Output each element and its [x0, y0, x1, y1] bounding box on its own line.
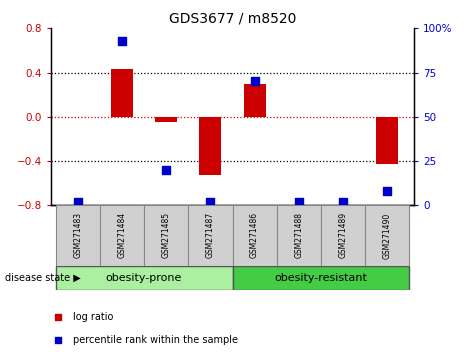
Point	[251, 79, 259, 84]
Bar	[188, 205, 232, 266]
Bar	[277, 205, 321, 266]
Bar	[232, 266, 409, 290]
Bar	[155, 117, 177, 122]
Bar	[376, 117, 399, 164]
Bar	[365, 205, 409, 266]
Text: GSM271485: GSM271485	[162, 212, 171, 258]
Bar	[321, 205, 365, 266]
Bar	[56, 266, 232, 290]
Text: obesity-resistant: obesity-resistant	[274, 273, 367, 283]
Bar	[144, 205, 188, 266]
Text: obesity-prone: obesity-prone	[106, 273, 182, 283]
Point	[206, 199, 214, 205]
Point	[74, 199, 81, 205]
Bar	[100, 205, 144, 266]
Bar	[232, 205, 277, 266]
Text: GSM271483: GSM271483	[73, 212, 82, 258]
Title: GDS3677 / m8520: GDS3677 / m8520	[169, 12, 296, 26]
Text: GSM271487: GSM271487	[206, 212, 215, 258]
Point	[118, 38, 126, 44]
Point	[339, 199, 347, 205]
Bar	[111, 69, 133, 117]
Bar	[244, 84, 266, 117]
Text: GSM271488: GSM271488	[294, 212, 303, 258]
Text: GSM271489: GSM271489	[339, 212, 347, 258]
Text: percentile rank within the sample: percentile rank within the sample	[73, 335, 238, 345]
Bar	[56, 205, 100, 266]
Text: GSM271484: GSM271484	[118, 212, 126, 258]
Text: GSM271490: GSM271490	[383, 212, 392, 258]
Point	[295, 199, 303, 205]
Point	[295, 194, 302, 200]
Point	[162, 167, 170, 173]
Text: GSM271486: GSM271486	[250, 212, 259, 258]
Bar	[199, 117, 221, 176]
Text: log ratio: log ratio	[73, 312, 113, 322]
Point	[384, 188, 391, 194]
Text: disease state ▶: disease state ▶	[5, 273, 80, 283]
